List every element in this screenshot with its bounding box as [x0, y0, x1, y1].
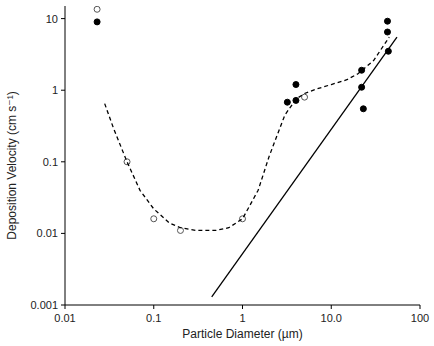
- y-tick: [61, 90, 65, 91]
- x-tick: [331, 305, 332, 309]
- x-tick-label: 1: [239, 312, 245, 324]
- y-tick: [61, 161, 65, 162]
- y-tick-label: 1: [52, 84, 58, 96]
- filled-point: [360, 106, 366, 112]
- y-tick: [61, 305, 65, 306]
- open-point: [124, 159, 130, 165]
- x-axis-label: Particle Diameter (µm): [182, 327, 302, 341]
- open-point: [302, 94, 308, 100]
- filled-point: [293, 97, 299, 103]
- x-tick: [420, 305, 421, 309]
- chart: 0.010.1110.01000.0010.010.1110Particle D…: [0, 0, 434, 346]
- x-tick-label: 10.0: [321, 312, 342, 324]
- y-tick: [61, 18, 65, 19]
- y-tick-label: 10: [46, 13, 58, 25]
- x-tick: [242, 305, 243, 309]
- open-point: [94, 6, 100, 12]
- x-tick-label: 0.1: [146, 312, 161, 324]
- filled-point: [284, 99, 290, 105]
- y-axis-label: Deposition Velocity (cm s⁻¹): [5, 91, 19, 239]
- line-series: [105, 37, 390, 230]
- line-series: [212, 37, 397, 297]
- y-axis-line: [65, 6, 66, 305]
- x-tick: [153, 305, 154, 309]
- open-point: [151, 216, 157, 222]
- y-tick: [61, 233, 65, 234]
- x-tick-label: 0.01: [54, 312, 75, 324]
- y-tick-label: 0.1: [43, 156, 58, 168]
- filled-point: [94, 19, 100, 25]
- y-tick-label: 0.001: [30, 299, 58, 311]
- filled-point: [384, 18, 390, 24]
- filled-point: [293, 82, 299, 88]
- plot-area: [94, 6, 397, 297]
- y-tick-label: 0.01: [37, 227, 58, 239]
- x-tick-label: 100: [411, 312, 429, 324]
- filled-point: [384, 29, 390, 35]
- x-tick: [65, 305, 66, 309]
